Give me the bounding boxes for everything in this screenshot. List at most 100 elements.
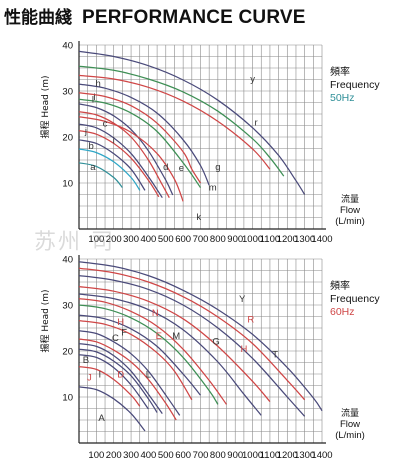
curve-H — [78, 285, 271, 403]
curve-label: k — [196, 212, 201, 223]
curve-label: E — [156, 331, 162, 342]
curve-label: R — [247, 314, 254, 325]
title-row: 性能曲綫 PERFORMANCE CURVE — [4, 3, 306, 29]
x-tick-label: 1100 — [260, 234, 280, 245]
x-tick-label: 800 — [210, 234, 226, 245]
x-tick-label: 100 — [88, 234, 104, 245]
curve-label: H — [117, 317, 124, 328]
y-axis-label: 揚程 Head (m) — [39, 289, 51, 352]
curve-label: g — [215, 162, 220, 173]
legend-label: Frequency — [330, 79, 380, 91]
x-tick-label: 1300 — [294, 450, 315, 461]
x-axis-label-chinese: 流量 — [341, 193, 359, 205]
curve-label: J — [87, 372, 92, 383]
title-chinese: 性能曲綫 — [4, 8, 72, 28]
x-tick-label: 1400 — [311, 234, 332, 245]
curve-j — [78, 139, 146, 191]
curve-label: r — [254, 118, 257, 129]
curve-label: i — [94, 92, 96, 103]
y-tick-label: 30 — [62, 87, 73, 98]
y-tick-label: 20 — [62, 347, 73, 358]
x-tick-label: 900 — [227, 234, 243, 245]
x-tick-label: 500 — [158, 234, 174, 245]
legend-frequency: 50Hz — [330, 92, 355, 104]
curve-label: l — [92, 95, 94, 106]
x-axis-unit: (L/min) — [335, 216, 365, 227]
curve-y — [78, 50, 306, 195]
x-axis-unit: (L/min) — [335, 430, 365, 441]
x-tick-label: 1200 — [277, 234, 298, 245]
y-tick-label: 30 — [62, 301, 73, 312]
curve-label: b — [89, 141, 94, 152]
watermark: 苏州 司 — [34, 230, 115, 255]
curve-L — [78, 342, 163, 414]
curve-E — [78, 319, 193, 401]
curve-label: Y — [239, 294, 246, 305]
x-tick-label: 300 — [123, 234, 139, 245]
legend-label-chinese: 頻率 — [330, 65, 350, 78]
curve-B — [78, 354, 149, 410]
x-axis-label-chinese: 流量 — [341, 407, 359, 419]
curve-label: M — [172, 331, 180, 342]
x-axis-label: Flow — [340, 419, 360, 430]
curve-unlabeled — [78, 304, 219, 405]
curve-e — [78, 103, 174, 196]
curve-Y — [78, 261, 323, 412]
x-tick-label: 1000 — [242, 450, 263, 461]
curve-T — [78, 274, 306, 417]
x-tick-label: 600 — [175, 450, 191, 461]
x-tick-label: 900 — [227, 450, 243, 461]
curve-m — [78, 92, 202, 184]
curve-k — [78, 116, 184, 202]
legend-label-chinese: 頻率 — [330, 279, 350, 292]
curve-label: d — [163, 162, 168, 173]
curve-label: e — [179, 163, 184, 174]
curve-label: B — [83, 355, 89, 366]
curve-G — [78, 293, 262, 416]
curve-label: a — [90, 162, 96, 173]
title-english: PERFORMANCE CURVE — [82, 7, 306, 28]
curve-C — [78, 348, 158, 413]
curve-label: m — [209, 182, 217, 193]
x-tick-label: 100 — [88, 450, 104, 461]
curve-label: j — [84, 126, 87, 137]
curve-D — [78, 338, 177, 421]
legend-label: Frequency — [330, 293, 380, 305]
curve-label: A — [98, 413, 105, 424]
curve-A — [78, 386, 146, 432]
curve-R — [78, 267, 306, 401]
curve-i — [78, 129, 160, 198]
x-tick-label: 1200 — [277, 450, 298, 461]
x-tick-label: 400 — [140, 450, 156, 461]
curve-label: c — [103, 118, 108, 129]
curve-label: h — [95, 78, 100, 89]
y-tick-label: 20 — [62, 133, 73, 144]
x-tick-label: 200 — [106, 234, 122, 245]
y-tick-label: 10 — [62, 393, 73, 404]
curve-unlabeled — [78, 74, 271, 170]
curve-F — [78, 330, 181, 416]
curve-g — [78, 83, 210, 186]
x-tick-label: 600 — [175, 234, 191, 245]
curve-label: I — [99, 370, 102, 381]
x-tick-label: 300 — [123, 450, 139, 461]
curve-N — [78, 297, 228, 405]
x-tick-label: 700 — [193, 234, 209, 245]
curve-label: D — [117, 370, 124, 381]
curve-label: y — [250, 74, 255, 85]
curve-label: G — [212, 337, 219, 348]
curve-unlabeled — [78, 98, 202, 188]
curve-label: i — [113, 135, 115, 146]
curve-a — [78, 162, 123, 189]
curve-c — [78, 123, 163, 199]
x-tick-label: 1400 — [311, 450, 332, 461]
y-tick-label: 40 — [62, 41, 73, 52]
x-tick-label: 800 — [210, 450, 226, 461]
x-axis-label: Flow — [340, 205, 360, 216]
x-tick-label: 400 — [140, 234, 156, 245]
curve-r — [78, 65, 285, 177]
legend-frequency: 60Hz — [330, 306, 355, 318]
x-tick-label: 200 — [106, 450, 122, 461]
